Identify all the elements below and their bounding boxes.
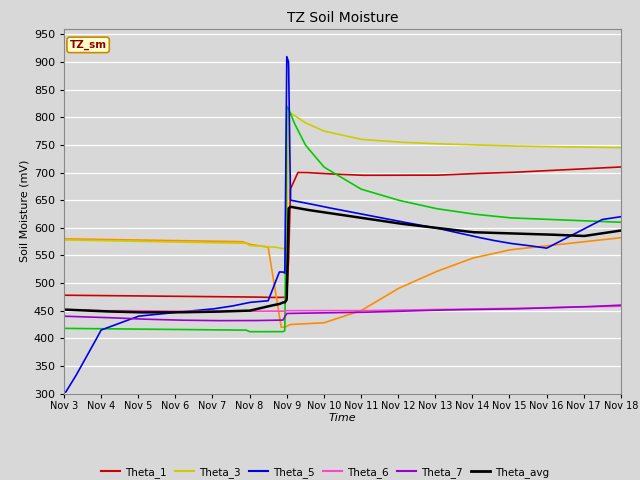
Theta_3 [285, 109, 292, 115]
Theta_4 [124, 326, 131, 332]
Theta_1 [606, 165, 614, 170]
Theta_6 [298, 308, 306, 313]
Theta_2 [274, 302, 282, 308]
Theta_6 [274, 308, 282, 314]
Theta_2 [124, 237, 131, 243]
Theta_2 [60, 236, 68, 242]
Theta_7 [209, 318, 216, 324]
Line: Theta_6: Theta_6 [64, 306, 621, 311]
Theta_1 [617, 164, 625, 170]
Theta_7 [617, 302, 625, 308]
Line: Theta_3: Theta_3 [64, 112, 621, 249]
Theta_avg [617, 228, 625, 233]
Theta_7 [124, 316, 131, 322]
Theta_4 [298, 135, 306, 141]
Line: Theta_5: Theta_5 [64, 57, 621, 393]
Theta_6 [172, 308, 179, 314]
Theta_avg [134, 310, 142, 315]
Theta_3 [298, 118, 306, 123]
Theta_4 [60, 325, 68, 331]
Theta_5 [274, 274, 282, 279]
Legend: Theta_1, Theta_2, Theta_3, Theta_4, Theta_5, Theta_6, Theta_7, Theta_avg: Theta_1, Theta_2, Theta_3, Theta_4, Thet… [97, 462, 553, 480]
Theta_6 [617, 303, 625, 309]
Theta_2 [298, 321, 306, 327]
Theta_7 [60, 313, 68, 319]
Theta_1 [60, 292, 68, 298]
Theta_7 [157, 317, 164, 323]
Theta_7 [274, 317, 282, 323]
Theta_4 [547, 216, 554, 222]
Line: Theta_1: Theta_1 [64, 167, 621, 298]
Theta_2 [617, 235, 625, 240]
Theta_2 [157, 238, 164, 243]
Theta_4 [606, 219, 614, 225]
Theta_avg [157, 310, 164, 315]
Theta_4 [283, 103, 291, 109]
Theta_2 [277, 324, 285, 330]
Theta_6 [546, 305, 554, 311]
Line: Theta_4: Theta_4 [64, 106, 621, 332]
Theta_3 [547, 144, 554, 149]
Theta_5 [617, 214, 625, 220]
Theta_4 [157, 326, 164, 332]
Line: Theta_2: Theta_2 [64, 238, 621, 327]
Theta_avg [287, 204, 294, 210]
X-axis label: Time: Time [328, 413, 356, 423]
Theta_5 [546, 243, 554, 249]
Line: Theta_avg: Theta_avg [64, 207, 621, 312]
Theta_4 [617, 219, 625, 225]
Theta_avg [60, 307, 68, 312]
Theta_2 [546, 242, 554, 248]
Theta_4 [274, 329, 282, 335]
Theta_avg [606, 229, 614, 235]
Theta_5 [606, 216, 614, 221]
Theta_7 [298, 311, 306, 316]
Theta_7 [606, 303, 614, 309]
Theta_avg [124, 309, 131, 315]
Theta_4 [246, 329, 253, 335]
Theta_3 [606, 144, 614, 150]
Theta_5 [298, 199, 306, 205]
Theta_3 [60, 237, 68, 243]
Text: TZ_sm: TZ_sm [70, 40, 107, 50]
Theta_6 [60, 307, 68, 312]
Line: Theta_7: Theta_7 [64, 305, 621, 321]
Theta_6 [606, 303, 614, 309]
Title: TZ Soil Moisture: TZ Soil Moisture [287, 11, 398, 25]
Theta_5 [124, 317, 131, 323]
Theta_5 [60, 390, 68, 396]
Theta_avg [274, 301, 282, 307]
Theta_2 [606, 236, 614, 242]
Theta_avg [547, 232, 554, 238]
Theta_1 [274, 295, 282, 300]
Theta_3 [279, 246, 287, 252]
Theta_3 [274, 245, 282, 251]
Theta_1 [157, 293, 164, 299]
Theta_7 [546, 305, 554, 311]
Theta_1 [298, 169, 306, 175]
Theta_1 [546, 168, 554, 173]
Theta_avg [298, 206, 306, 212]
Theta_5 [157, 311, 164, 317]
Theta_6 [157, 308, 164, 314]
Theta_3 [157, 239, 164, 245]
Theta_5 [283, 54, 291, 60]
Theta_6 [124, 308, 131, 313]
Theta_1 [264, 295, 272, 300]
Theta_3 [124, 238, 131, 244]
Y-axis label: Soil Moisture (mV): Soil Moisture (mV) [20, 160, 29, 263]
Theta_1 [124, 293, 131, 299]
Theta_3 [617, 145, 625, 151]
